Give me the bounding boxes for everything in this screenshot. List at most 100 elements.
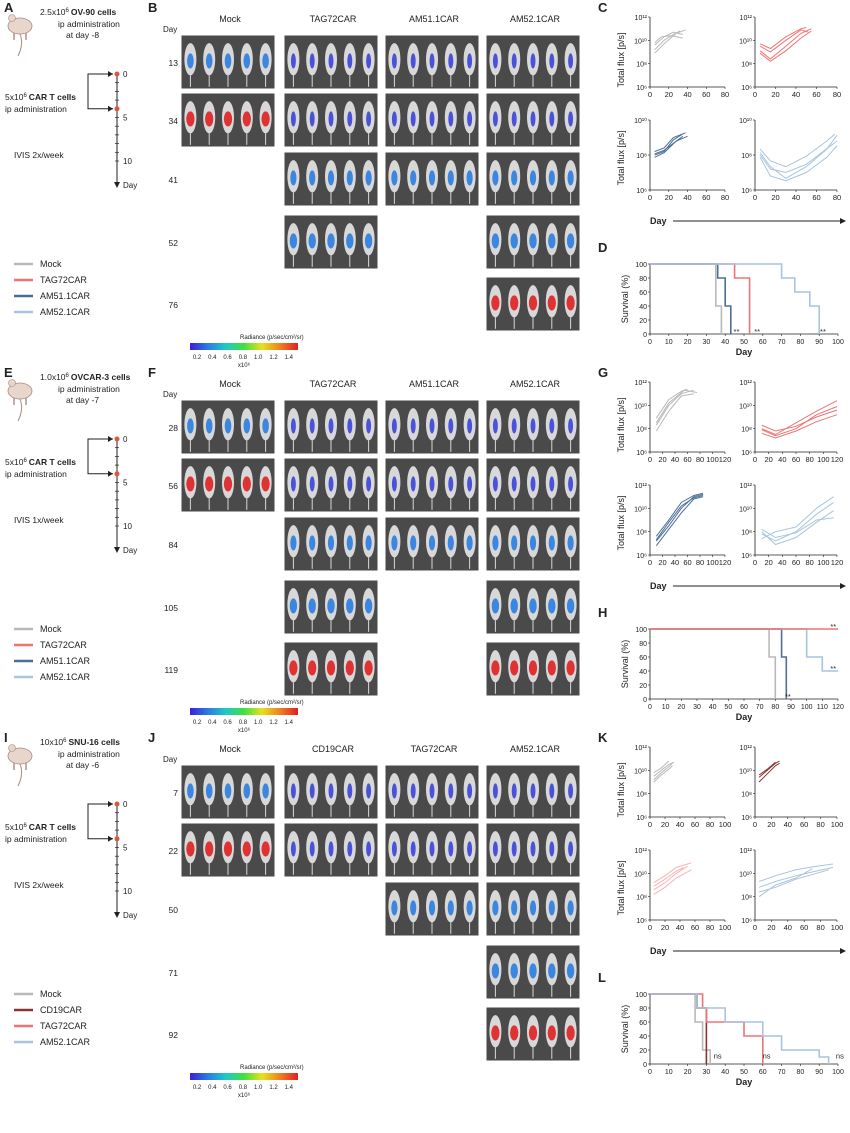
y-tick-label: 10¹⁰	[634, 870, 647, 878]
imaging-panel: J Day Mock CD19CAR TAG72CAR AM52.1CAR 7 22 50 71 9…	[148, 730, 581, 1099]
bioluminescence-signal	[429, 783, 435, 799]
bioluminescence-signal	[410, 476, 416, 492]
y-tick-label: 10¹²	[635, 380, 648, 387]
cell-dose: 1.0x106 OVCAR-3 cells	[40, 372, 131, 382]
x-tick-label: 80	[797, 1069, 805, 1076]
y-tick-label: 10⁶	[741, 918, 752, 925]
bioluminescence-signal	[467, 111, 473, 127]
bioluminescence-signal	[261, 111, 270, 127]
row-day-label: 92	[169, 1030, 179, 1040]
x-tick-label: 60	[800, 923, 808, 932]
group-label: AM52.1CAR	[510, 379, 561, 389]
day-arrow-head	[840, 948, 846, 954]
legend-label: AM51.1CAR	[40, 656, 91, 666]
x-tick-label: 80	[797, 339, 805, 346]
group-label: Mock	[219, 744, 241, 754]
bioluminescence-signal	[261, 841, 270, 857]
x-tick-label: 0	[648, 820, 652, 829]
bioluminescence-signal	[290, 53, 296, 69]
row-day-label: 7	[173, 788, 178, 798]
x-tick-label: 40	[721, 1069, 729, 1076]
y-tick-label: 60	[639, 655, 647, 662]
bioluminescence-signal	[366, 783, 372, 799]
x-tick-label: 0	[648, 704, 652, 711]
legend-label: CD19CAR	[40, 1005, 83, 1015]
x-tick-label: 30	[703, 339, 711, 346]
bioluminescence-signal	[308, 598, 316, 614]
ivis-text: IVIS 1x/week	[14, 515, 64, 525]
significance-label: ns	[714, 1052, 722, 1061]
bioluminescence-signal	[547, 1025, 556, 1041]
bioluminescence-signal	[529, 900, 537, 916]
bioluminescence-signal	[510, 233, 518, 249]
flux-trace	[761, 502, 834, 542]
x-tick-label: 0	[753, 558, 757, 567]
bioluminescence-signal	[308, 233, 316, 249]
colorbar-tick-label: 0.6	[223, 1085, 232, 1091]
colorbar-tick-label: 1.4	[285, 720, 294, 726]
bracket-arrow	[108, 105, 113, 112]
x-tick-label: 100	[817, 455, 830, 464]
bioluminescence-signal	[328, 783, 334, 799]
bioluminescence-signal	[366, 418, 372, 434]
bioluminescence-signal	[289, 660, 298, 676]
x-axis-label: Day	[736, 347, 753, 357]
x-tick-label: 20	[665, 193, 673, 202]
mouse-tail-icon	[17, 763, 23, 787]
legend-label: AM52.1CAR	[40, 672, 91, 682]
bioluminescence-signal	[365, 170, 372, 186]
x-tick-label: 80	[706, 923, 714, 932]
cart-route-text: ip administration	[5, 834, 67, 844]
significance-label: **	[785, 692, 791, 701]
survival-curve	[650, 628, 838, 672]
y-axis-label: Total flux [p/s]	[616, 397, 626, 452]
bioluminescence-signal	[391, 170, 398, 186]
panel-letter: A	[4, 0, 14, 15]
y-tick-label: 10⁸	[741, 153, 752, 160]
x-tick-label: 40	[671, 558, 679, 567]
x-tick-label: 40	[671, 455, 679, 464]
bioluminescence-signal	[205, 53, 213, 69]
bioluminescence-signal	[510, 660, 519, 676]
y-tick-label: 40	[639, 1034, 647, 1041]
bracket-arrow	[108, 436, 113, 442]
colorbar-scale: x10⁶	[238, 1092, 251, 1099]
survival-curve	[650, 993, 830, 1064]
bioluminescence-signal	[366, 476, 372, 492]
row-day-label: 28	[169, 423, 179, 433]
cart-name: CAR T cells	[29, 822, 77, 832]
x-tick-label: 80	[721, 193, 729, 202]
bioluminescence-signal	[309, 53, 315, 69]
bioluminescence-signal	[511, 170, 518, 186]
bioluminescence-signal	[243, 53, 251, 69]
x-tick-label: 30	[703, 1069, 711, 1076]
bioluminescence-signal	[410, 418, 416, 434]
bioluminescence-signal	[290, 841, 296, 857]
y-tick-label: 10⁶	[636, 553, 647, 560]
x-tick-label: 0	[648, 455, 652, 464]
y-tick-label: 10¹²	[635, 848, 648, 855]
imaging-panel: F Day Mock TAG72CAR AM51.1CAR AM52.1CAR 28 56 84…	[148, 365, 581, 734]
cell-line-name: OVCAR-3 cells	[71, 372, 131, 382]
bioluminescence-signal	[410, 535, 417, 551]
bioluminescence-signal	[467, 841, 473, 857]
bioluminescence-signal	[309, 841, 315, 857]
cart-name: CAR T cells	[29, 92, 77, 102]
bioluminescence-signal	[366, 111, 372, 127]
flux-trace	[653, 765, 673, 783]
x-tick-label: 20	[677, 704, 685, 711]
bioluminescence-signal	[447, 535, 454, 551]
group-label: TAG72CAR	[411, 744, 458, 754]
timeline-day-label: Day	[123, 546, 137, 555]
x-tick-label: 0	[648, 1069, 652, 1076]
bioluminescence-signal	[448, 418, 454, 434]
bioluminescence-signal	[566, 963, 575, 979]
bioluminescence-signal	[528, 295, 538, 311]
x-tick-label: 40	[792, 90, 800, 99]
bioluminescence-signal	[530, 418, 536, 434]
cell-dose-exponent: 6	[66, 373, 70, 379]
injection-dot	[114, 436, 120, 442]
flux-trace	[655, 495, 704, 541]
